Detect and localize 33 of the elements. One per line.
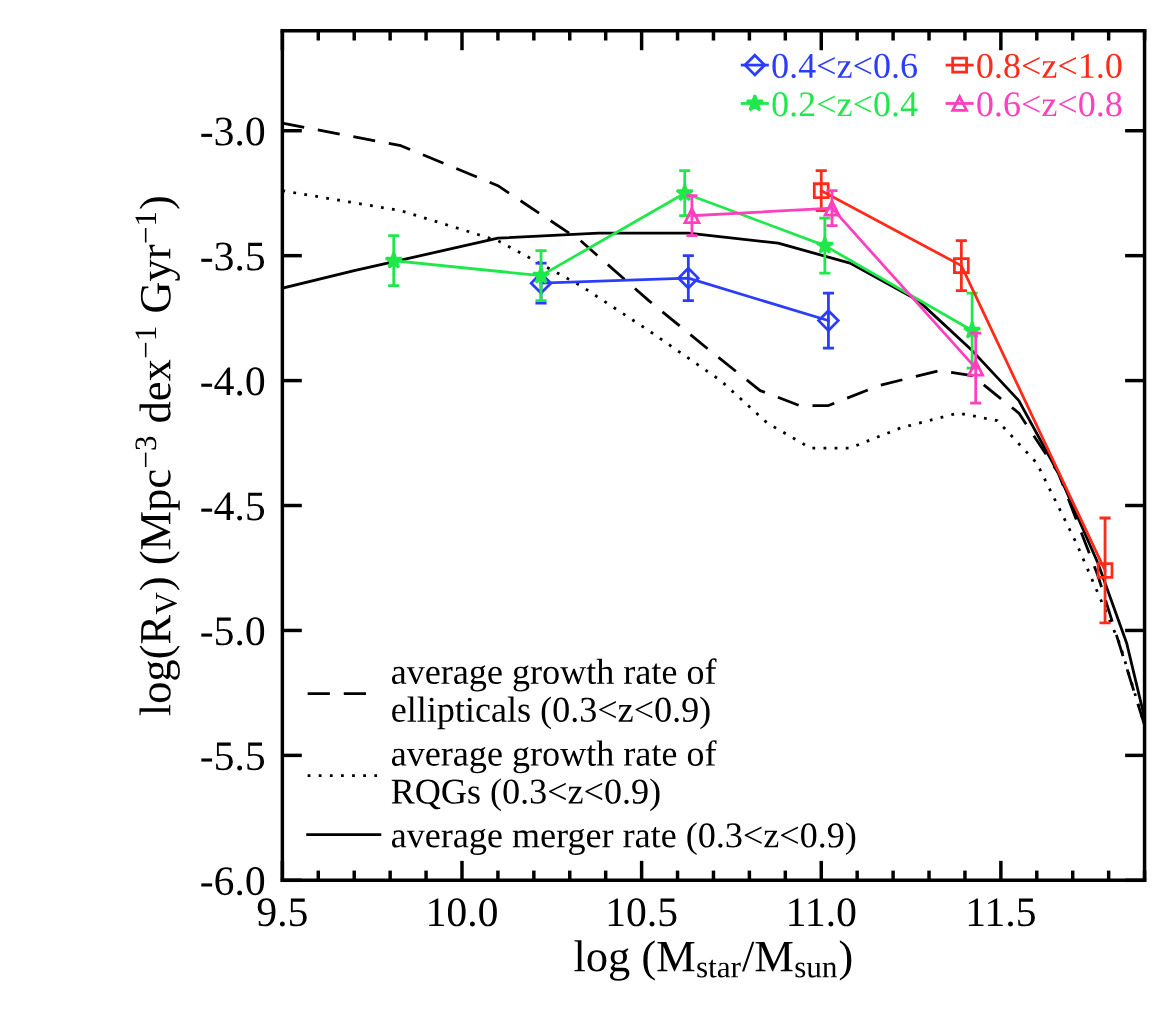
legend-label: 0.8<z<1.0 (977, 53, 1122, 79)
legend-label: average growth rate of RQGs (0.3<z<0.9) (391, 740, 717, 812)
x-tick-label: 11.0 (789, 898, 856, 927)
point (384, 250, 404, 269)
text: log(R$_{V}$) (Mpc$^{−3}$ dex$^{−1}$ Gyr$^{−1}$) (135, 197, 180, 716)
point (1096, 562, 1114, 579)
point (531, 265, 551, 284)
point (817, 309, 840, 332)
legend-label: average merger rate (0.3<z<0.9) (391, 822, 856, 856)
legend-label: 0.4<z<0.6 (772, 53, 918, 79)
x-tick-label: 11.5 (968, 898, 1035, 927)
point (812, 182, 830, 200)
legend-label: 0.6<z<0.8 (977, 92, 1122, 117)
legend-label: 0.2<z<0.4 (772, 92, 918, 117)
y-tick-label: -3.5 (201, 242, 265, 271)
y-tick-label: -5.5 (201, 742, 265, 771)
y-tick-label: -5.0 (201, 617, 265, 646)
point (683, 207, 701, 225)
x-tick-label: 10.5 (608, 898, 677, 927)
x-tick-label: 10.0 (429, 898, 497, 927)
y-tick-label: -3.0 (201, 117, 265, 146)
y-tick-label: -4.5 (201, 492, 265, 521)
y-tick-label: -6.0 (201, 867, 265, 896)
x-tick-label: 9.5 (257, 898, 307, 927)
point (815, 235, 835, 254)
y-tick-label: -4.0 (201, 367, 265, 396)
x-axis-title: log (M$_{star}$/M$_{sun}$) (574, 940, 852, 981)
point (823, 199, 841, 217)
point (967, 359, 985, 377)
point (677, 266, 700, 290)
legend-label: average growth rate of ellipticals (0.3<z<0.9) (391, 658, 717, 730)
point (953, 257, 970, 274)
point (675, 183, 695, 202)
